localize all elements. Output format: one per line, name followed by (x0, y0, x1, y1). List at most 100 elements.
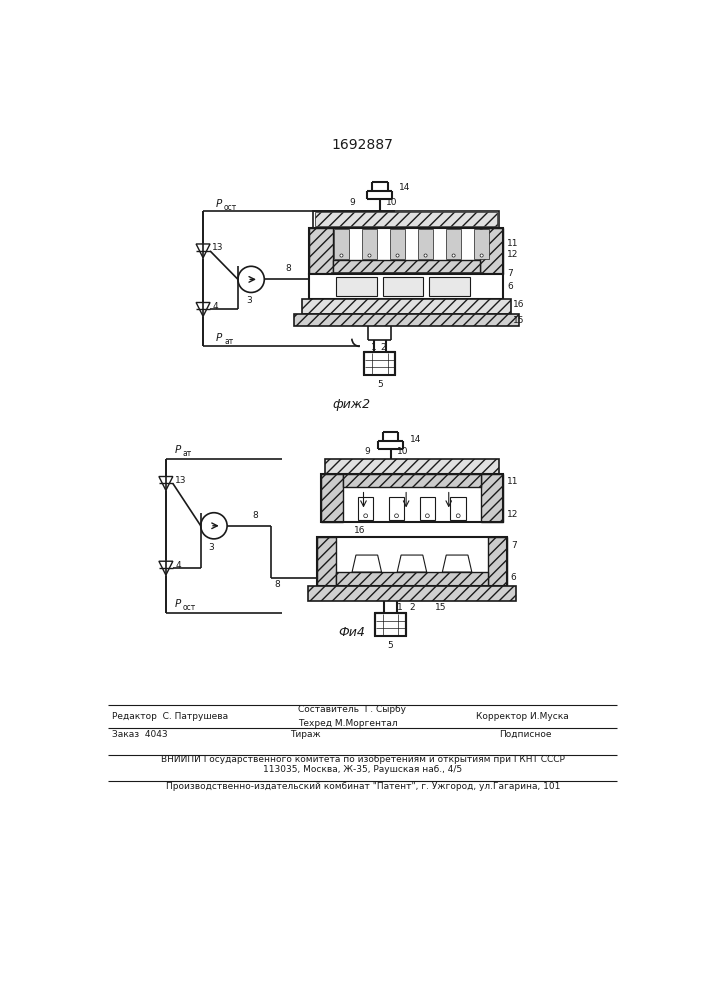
Text: 113035, Москва, Ж-35, Раушская наб., 4/5: 113035, Москва, Ж-35, Раушская наб., 4/5 (263, 765, 462, 774)
Polygon shape (397, 555, 426, 572)
Bar (418, 229, 433, 259)
Bar (383, 277, 423, 296)
Text: ВНИИПИ Государственного комитета по изобретениям и открытиям при ГКНТ СССР: ВНИИПИ Государственного комитета по изоб… (160, 755, 565, 764)
Bar (325, 459, 499, 474)
Text: 4: 4 (175, 561, 181, 570)
Circle shape (368, 254, 371, 257)
Bar (474, 229, 489, 259)
Text: 16: 16 (354, 526, 366, 535)
Bar (301, 299, 510, 314)
Circle shape (426, 514, 429, 518)
Text: 8: 8 (252, 511, 258, 520)
Text: Подписное: Подписное (499, 730, 551, 739)
Text: 3: 3 (209, 543, 214, 552)
Bar (309, 228, 332, 274)
Polygon shape (159, 477, 173, 490)
Text: Составитель  Г. Сырбу: Составитель Г. Сырбу (298, 705, 406, 714)
Circle shape (395, 514, 399, 518)
Bar (375, 613, 406, 636)
Bar (313, 211, 499, 228)
Bar (390, 229, 405, 259)
Text: 3: 3 (246, 296, 252, 305)
Text: 5: 5 (377, 380, 382, 389)
Text: 10: 10 (385, 198, 397, 207)
Text: 1692887: 1692887 (332, 138, 394, 152)
Polygon shape (196, 244, 210, 258)
Bar (293, 314, 518, 326)
Text: 10: 10 (397, 447, 408, 456)
Text: Корректор И.Муска: Корректор И.Муска (476, 712, 568, 721)
Bar (309, 228, 503, 274)
Text: $P$: $P$ (174, 597, 182, 609)
Bar (420, 497, 435, 520)
Bar (308, 586, 516, 601)
Text: 2: 2 (381, 343, 387, 352)
Bar (337, 572, 488, 586)
Text: 7: 7 (510, 541, 517, 550)
Circle shape (424, 254, 427, 257)
Polygon shape (196, 302, 210, 316)
Text: Заказ  4043: Заказ 4043 (112, 730, 168, 739)
Text: 4: 4 (212, 302, 218, 311)
Text: ат: ат (183, 449, 192, 458)
Text: 11: 11 (507, 477, 518, 486)
Text: Тираж: Тираж (290, 730, 321, 739)
Text: 9: 9 (350, 198, 356, 207)
Circle shape (396, 254, 399, 257)
Text: 12: 12 (507, 510, 518, 519)
Bar (321, 474, 503, 522)
Bar (337, 277, 377, 296)
Bar (389, 497, 404, 520)
Text: Редактор  С. Патрушева: Редактор С. Патрушева (112, 712, 228, 721)
Bar (364, 352, 395, 375)
Bar (334, 229, 349, 259)
Text: 9: 9 (365, 447, 370, 456)
Text: $P$: $P$ (174, 443, 182, 455)
Text: Техред М.Моргентал: Техред М.Моргентал (298, 719, 397, 728)
Text: ат: ат (224, 337, 233, 346)
Text: 15: 15 (513, 316, 525, 325)
Text: Фи4: Фи4 (339, 626, 366, 639)
Bar (450, 497, 466, 520)
Bar (331, 272, 481, 276)
Text: Производственно-издательский комбинат "Патент", г. Ужгород, ул.Гагарина, 101: Производственно-издательский комбинат "П… (165, 782, 560, 791)
Text: 6: 6 (507, 282, 513, 291)
Text: 14: 14 (410, 435, 421, 444)
Text: 12: 12 (507, 250, 518, 259)
Text: 11: 11 (507, 239, 518, 248)
Text: 6: 6 (510, 573, 517, 582)
Text: 8: 8 (286, 264, 291, 273)
Text: ост: ост (183, 603, 196, 612)
Text: фиж2: фиж2 (333, 398, 371, 411)
Bar (315, 212, 497, 226)
Text: 5: 5 (387, 641, 394, 650)
Text: $P$: $P$ (215, 331, 223, 343)
Circle shape (452, 254, 455, 257)
Bar (362, 229, 377, 259)
Bar (332, 260, 480, 274)
Polygon shape (352, 555, 382, 572)
Text: 13: 13 (175, 476, 187, 485)
Bar (480, 228, 503, 274)
Text: 1: 1 (370, 343, 376, 352)
Bar (488, 537, 507, 586)
Text: $P$: $P$ (215, 197, 223, 209)
Text: 1: 1 (397, 603, 403, 612)
Circle shape (340, 254, 343, 257)
Text: 15: 15 (436, 603, 447, 612)
Text: 13: 13 (212, 243, 224, 252)
Circle shape (480, 254, 483, 257)
Text: 8: 8 (274, 580, 280, 589)
Bar (321, 474, 343, 522)
Text: 7: 7 (507, 269, 513, 278)
Polygon shape (159, 561, 173, 575)
Text: 2: 2 (409, 603, 415, 612)
Circle shape (363, 514, 368, 518)
Text: 16: 16 (513, 300, 525, 309)
Bar (317, 537, 337, 586)
Bar (429, 277, 469, 296)
Text: ост: ост (224, 203, 238, 212)
Bar (481, 474, 503, 522)
Bar (343, 474, 481, 487)
Bar (317, 537, 507, 586)
